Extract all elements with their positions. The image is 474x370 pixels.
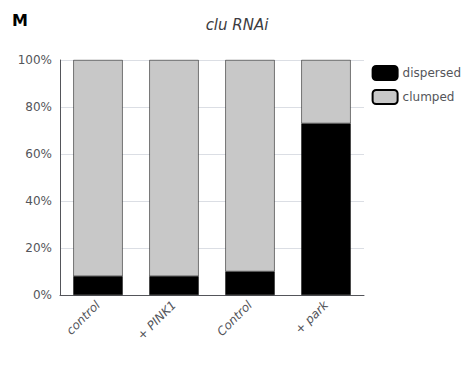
svg-text:100%: 100%	[18, 53, 52, 67]
svg-text:60%: 60%	[25, 147, 52, 161]
svg-text:clumped: clumped	[403, 90, 455, 104]
svg-text:control: control	[63, 298, 103, 338]
svg-text:20%: 20%	[25, 241, 52, 255]
svg-text:0%: 0%	[33, 288, 52, 302]
svg-text:40%: 40%	[25, 194, 52, 208]
svg-text:dispersed: dispersed	[403, 66, 461, 80]
svg-text:Control: Control	[214, 298, 255, 339]
svg-text:+ park: + park	[292, 297, 331, 336]
svg-text:M: M	[12, 11, 28, 30]
svg-text:clu RNAi: clu RNAi	[206, 16, 270, 34]
svg-text:+ PINK1: + PINK1	[134, 298, 179, 343]
svg-text:80%: 80%	[25, 100, 52, 114]
